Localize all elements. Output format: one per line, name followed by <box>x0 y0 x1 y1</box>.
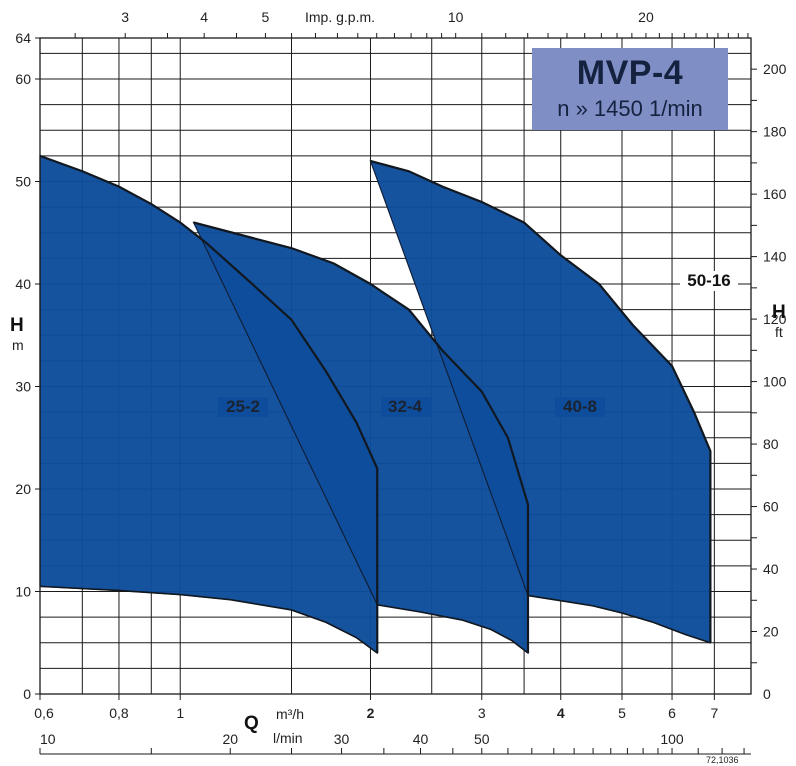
right-tick-label: 60 <box>763 499 779 515</box>
bottom-tick-label: 5 <box>618 705 626 721</box>
right-tick-label: 0 <box>763 686 771 702</box>
svg-text:25-2: 25-2 <box>226 397 260 416</box>
left-axis-ticks: 0 10 20 30 40 50 60 64 <box>15 30 40 702</box>
right-tick-label: 100 <box>763 374 787 390</box>
lmin-tick-label: 10 <box>40 731 56 747</box>
top-axis-label: Imp. g.p.m. <box>305 9 375 25</box>
left-axis-title: H <box>10 315 24 336</box>
curve-label-40-8: 40-8 <box>555 397 605 417</box>
curve-lower-32-4 <box>377 604 529 654</box>
curve-lower-25-2 <box>39 585 378 654</box>
bottom-tick-label: 0,8 <box>109 705 129 721</box>
bottom-tick-label: 3 <box>478 705 486 721</box>
right-tick-label: 200 <box>763 61 787 77</box>
left-tick-label: 60 <box>15 71 31 87</box>
left-tick-label: 64 <box>15 30 31 46</box>
curve-32-4 <box>193 221 530 653</box>
bottom-tick-label: 7 <box>710 705 718 721</box>
top-tick-label: 5 <box>262 9 270 25</box>
svg-text:50-16: 50-16 <box>687 271 730 290</box>
top-axis-ticks-gpm: 3 4 5 10 20 <box>74 9 749 38</box>
model-title: MVP-4 <box>576 54 684 92</box>
svg-text:32-4: 32-4 <box>388 397 423 416</box>
right-axis-title: H <box>772 302 786 323</box>
plot-frame <box>39 37 752 695</box>
lmin-tick-label: 40 <box>413 731 429 747</box>
curve-label-32-4: 32-4 <box>381 397 431 417</box>
right-tick-label: 120 <box>763 311 787 327</box>
curve-lower-40-8 <box>527 594 711 644</box>
lmin-tick-label: 100 <box>660 731 684 747</box>
left-axis-unit: m <box>12 337 24 353</box>
bottom-tick-label: 0,6 <box>34 705 54 721</box>
right-tick-label: 20 <box>763 624 779 640</box>
right-tick-label: 80 <box>763 436 779 452</box>
bottom-tick-label: 2 <box>367 705 375 721</box>
bottom-tick-label: 6 <box>668 705 676 721</box>
model-speed: n » 1450 1/min <box>557 96 703 121</box>
right-tick-label: 180 <box>763 124 787 140</box>
right-axis-unit: ft <box>775 324 783 340</box>
bottom-tick-label: 4 <box>557 705 565 721</box>
curve-label-50-16: 50-16 <box>680 271 738 291</box>
top-tick-label: 10 <box>448 9 464 25</box>
right-axis-ticks: 0 20 40 60 80 100 120 140 160 180 200 <box>751 61 787 702</box>
bottom-axis-ticks-m3h: 0,6 0,8 1 2 3 4 5 6 7 <box>34 694 718 721</box>
curve-40-8 <box>370 159 712 643</box>
model-title-box: MVP-4 n » 1450 1/min <box>532 48 728 130</box>
q-unit-lmin: l/min <box>273 730 303 746</box>
lmin-tick-label: 20 <box>222 731 238 747</box>
lmin-tick-label: 30 <box>334 731 350 747</box>
top-tick-label: 4 <box>200 9 208 25</box>
left-tick-label: 10 <box>15 584 31 600</box>
left-tick-label: 0 <box>23 686 31 702</box>
q-axis-title: Q <box>244 713 259 734</box>
right-tick-label: 160 <box>763 186 787 202</box>
left-tick-label: 30 <box>15 379 31 395</box>
left-tick-label: 50 <box>15 174 31 190</box>
curve-25-2 <box>39 154 379 653</box>
left-tick-label: 20 <box>15 481 31 497</box>
lmin-tick-label: 50 <box>474 731 490 747</box>
bottom-tick-label: 1 <box>176 705 184 721</box>
right-tick-label: 40 <box>763 561 779 577</box>
top-tick-label: 20 <box>638 9 654 25</box>
q-unit-m3h: m³/h <box>276 706 304 722</box>
curve-label-25-2: 25-2 <box>218 397 268 417</box>
right-tick-label: 140 <box>763 249 787 265</box>
top-tick-label: 3 <box>121 9 129 25</box>
svg-text:40-8: 40-8 <box>563 397 597 416</box>
left-tick-label: 40 <box>15 276 31 292</box>
bottom-axis-ticks-lmin: 10 20 30 40 50 100 <box>39 731 751 755</box>
curve-areas <box>39 154 712 655</box>
figure-code: 72,1036 <box>706 755 739 765</box>
